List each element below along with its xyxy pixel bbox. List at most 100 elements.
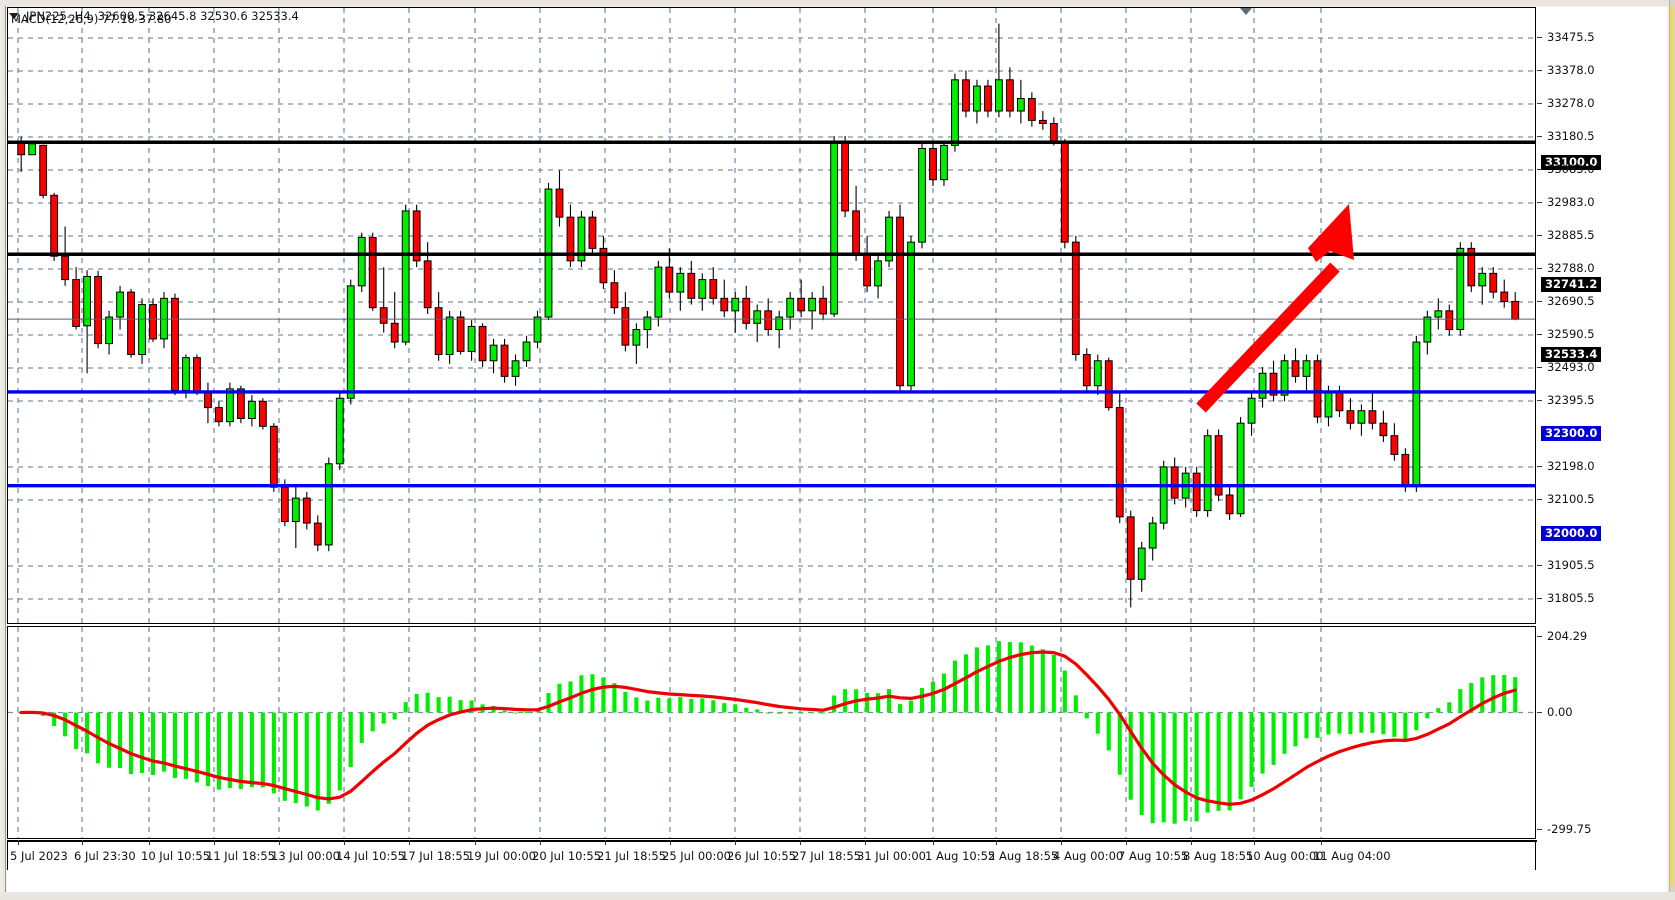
time-axis-label: 1 Aug 10:55 bbox=[925, 849, 996, 863]
time-axis-label: 31 Jul 00:00 bbox=[857, 849, 926, 863]
time-axis-tick bbox=[865, 840, 866, 845]
time-axis-tick bbox=[605, 840, 606, 845]
macd-axis-tick bbox=[1537, 712, 1542, 713]
symbol-timeframe-label: JPN225-,H4 bbox=[26, 9, 91, 23]
chevron-down-icon[interactable] bbox=[9, 13, 19, 19]
price-axis-tick bbox=[1537, 70, 1542, 71]
price-axis-label: 33278.0 bbox=[1547, 96, 1595, 110]
vertical-scrollbar[interactable] bbox=[1670, 6, 1674, 886]
macd-axis-tick bbox=[1537, 636, 1542, 637]
time-axis-label: 25 Jul 00:00 bbox=[662, 849, 731, 863]
time-axis-label: 19 Jul 00:00 bbox=[467, 849, 536, 863]
time-axis-label: 14 Jul 10:55 bbox=[336, 849, 405, 863]
time-axis-tick bbox=[149, 840, 150, 845]
price-axis-label: 32690.5 bbox=[1547, 294, 1595, 308]
time-axis-tick bbox=[409, 840, 410, 845]
price-axis-tick bbox=[1537, 301, 1542, 302]
time-axis-tick bbox=[1254, 840, 1255, 845]
price-axis-label: 32100.5 bbox=[1547, 492, 1595, 506]
macd-axis[interactable]: 204.29 0.00 -299.75 bbox=[1537, 626, 1667, 839]
time-axis-tick bbox=[279, 840, 280, 845]
price-axis[interactable]: 33475.5 33378.0 33278.0 33180.5 33100.0 33083… bbox=[1537, 7, 1667, 670]
macd-chart-canvas bbox=[8, 627, 1535, 838]
time-axis-rule bbox=[8, 840, 1537, 842]
price-axis-label: 32983.0 bbox=[1547, 195, 1595, 209]
triangle-down-marker-icon[interactable] bbox=[1240, 8, 1252, 15]
price-level-badge[interactable]: 32000.0 bbox=[1541, 526, 1602, 541]
price-axis-tick bbox=[1537, 169, 1542, 170]
macd-axis-label: 204.29 bbox=[1547, 629, 1588, 643]
time-axis-tick bbox=[1321, 840, 1322, 845]
time-axis-tick bbox=[214, 840, 215, 845]
price-axis-label: 33378.0 bbox=[1547, 63, 1595, 77]
time-axis-label: 27 Jul 18:55 bbox=[792, 849, 861, 863]
time-axis-tick bbox=[670, 840, 671, 845]
time-axis-label: 10 Jul 10:55 bbox=[141, 849, 210, 863]
price-chart-pane[interactable] bbox=[7, 7, 1536, 624]
price-axis-tick bbox=[1537, 268, 1542, 269]
price-axis-tick bbox=[1537, 103, 1542, 104]
time-axis-label: 7 Aug 10:55 bbox=[1118, 849, 1189, 863]
price-chart-canvas bbox=[8, 8, 1535, 623]
price-axis-tick bbox=[1537, 466, 1542, 467]
time-axis-tick bbox=[996, 840, 997, 845]
chart-symbol-header: JPN225-,H4 32600,5 32645.8 32530.6 32533… bbox=[9, 9, 299, 23]
price-axis-tick bbox=[1537, 367, 1542, 368]
time-axis-label: 13 Jul 00:00 bbox=[271, 849, 340, 863]
price-axis-tick bbox=[1537, 235, 1542, 236]
price-level-badge[interactable]: 32300.0 bbox=[1541, 426, 1602, 441]
time-axis-label: 10 Aug 00:00 bbox=[1246, 849, 1324, 863]
price-axis-label: 32788.0 bbox=[1547, 261, 1595, 275]
price-axis-label: 33475.5 bbox=[1547, 30, 1595, 44]
chart-area[interactable]: JPN225-,H4 32600,5 32645.8 32530.6 32533… bbox=[7, 7, 1667, 892]
price-axis-label: 33083.0 bbox=[1547, 162, 1595, 176]
time-axis-tick bbox=[800, 840, 801, 845]
price-axis-label: 32493.0 bbox=[1547, 360, 1595, 374]
price-axis-tick bbox=[1537, 400, 1542, 401]
macd-axis-tick bbox=[1537, 829, 1542, 830]
time-axis-label: 20 Jul 10:55 bbox=[532, 849, 601, 863]
macd-indicator-label: MACD(12,26,9) 77.18 37.80 bbox=[11, 12, 172, 26]
time-axis-label: 6 Jul 23:30 bbox=[74, 849, 136, 863]
price-axis-label: 32590.5 bbox=[1547, 327, 1595, 341]
time-axis-label: 21 Jul 18:55 bbox=[597, 849, 666, 863]
time-axis-label: 26 Jul 10:55 bbox=[727, 849, 796, 863]
time-axis-tick bbox=[1061, 840, 1062, 845]
time-axis-tick bbox=[475, 840, 476, 845]
price-axis-label: 32885.5 bbox=[1547, 228, 1595, 242]
time-axis[interactable]: 5 Jul 2023 6 Jul 23:30 10 Jul 10:55 11 Jul … bbox=[7, 840, 1537, 870]
price-axis-label: 31805.5 bbox=[1547, 591, 1595, 605]
price-axis-tick bbox=[1537, 334, 1542, 335]
price-axis-tick bbox=[1537, 202, 1542, 203]
price-level-badge[interactable]: 33100.0 bbox=[1541, 155, 1602, 170]
macd-indicator-pane[interactable] bbox=[7, 626, 1536, 839]
time-axis-label: 2 Aug 18:55 bbox=[988, 849, 1059, 863]
window-frame-top bbox=[0, 0, 1675, 6]
price-axis-tick bbox=[1537, 565, 1542, 566]
time-axis-tick bbox=[540, 840, 541, 845]
window-frame-left bbox=[0, 0, 6, 900]
price-axis-label: 33180.5 bbox=[1547, 129, 1595, 143]
time-axis-tick bbox=[735, 840, 736, 845]
time-axis-label: 8 Aug 18:55 bbox=[1183, 849, 1254, 863]
time-axis-tick bbox=[933, 840, 934, 845]
time-axis-tick bbox=[18, 840, 19, 845]
time-axis-label: 17 Jul 18:55 bbox=[401, 849, 470, 863]
time-axis-tick bbox=[1191, 840, 1192, 845]
price-axis-tick bbox=[1537, 136, 1542, 137]
price-axis-label: 31905.5 bbox=[1547, 558, 1595, 572]
macd-axis-label: -299.75 bbox=[1547, 822, 1592, 836]
time-axis-label: 11 Jul 18:55 bbox=[206, 849, 275, 863]
ohlc-values-label: 32600,5 32645.8 32530.6 32533.4 bbox=[97, 9, 299, 23]
time-axis-tick bbox=[344, 840, 345, 845]
time-axis-label: 4 Aug 00:00 bbox=[1053, 849, 1124, 863]
macd-axis-label: 0.00 bbox=[1547, 705, 1573, 719]
price-level-badge[interactable]: 32533.4 bbox=[1541, 347, 1602, 362]
price-axis-tick bbox=[1537, 598, 1542, 599]
time-axis-label: 11 Aug 04:00 bbox=[1313, 849, 1391, 863]
price-level-badge[interactable]: 32741.2 bbox=[1541, 277, 1602, 292]
time-axis-tick bbox=[82, 840, 83, 845]
price-axis-label: 32198.0 bbox=[1547, 459, 1595, 473]
time-axis-label: 5 Jul 2023 bbox=[10, 849, 68, 863]
